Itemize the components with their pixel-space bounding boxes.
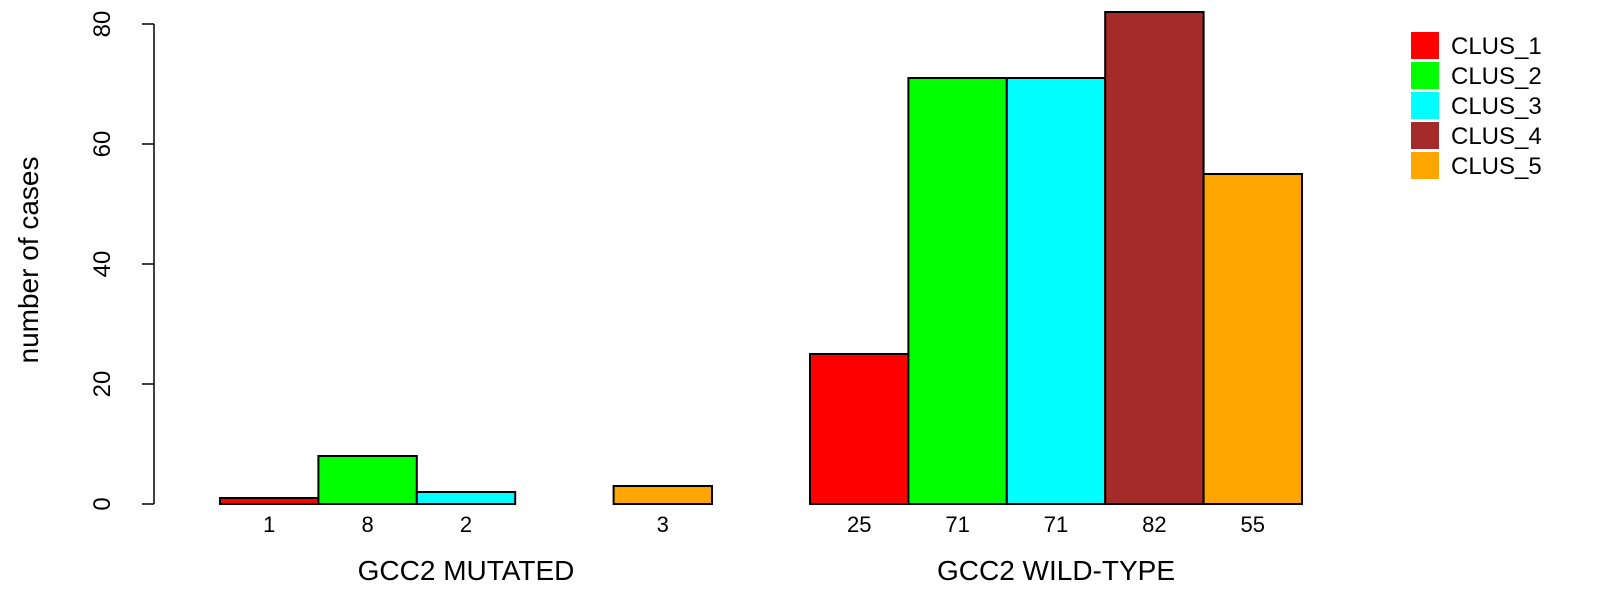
legend-label: CLUS_2 bbox=[1451, 63, 1542, 90]
legend-label: CLUS_1 bbox=[1451, 33, 1542, 60]
bar-value-label: 1 bbox=[263, 512, 275, 537]
y-axis-label: number of cases bbox=[13, 157, 44, 364]
bar-value-label: 3 bbox=[657, 512, 669, 537]
legend-swatch bbox=[1411, 152, 1439, 179]
bar bbox=[1104, 11, 1205, 505]
bar bbox=[317, 455, 418, 505]
bar bbox=[612, 485, 713, 505]
y-tick-label: 40 bbox=[89, 251, 116, 278]
bar bbox=[907, 77, 1008, 505]
bar-value-label: 71 bbox=[1044, 512, 1068, 537]
value-labels: 1 8 2 3 25 71 71 82 55 bbox=[263, 512, 1265, 537]
bar-value-label: 55 bbox=[1241, 512, 1265, 537]
legend-swatch bbox=[1411, 92, 1439, 119]
bar bbox=[809, 353, 910, 505]
legend-label: CLUS_5 bbox=[1451, 153, 1542, 180]
legend-swatch bbox=[1411, 32, 1439, 59]
legend: CLUS_1 CLUS_2 CLUS_3 CLUS_4 CLUS_5 bbox=[1411, 32, 1542, 180]
y-tick-label: 20 bbox=[89, 371, 116, 398]
group-label: GCC2 WILD-TYPE bbox=[937, 555, 1175, 586]
bar-value-label: 71 bbox=[945, 512, 969, 537]
bar bbox=[415, 491, 517, 505]
legend-label: CLUS_3 bbox=[1451, 93, 1542, 120]
y-tick-label: 60 bbox=[89, 131, 116, 158]
legend-swatch bbox=[1411, 122, 1439, 149]
legend-label: CLUS_4 bbox=[1451, 123, 1542, 150]
bar bbox=[1202, 173, 1303, 505]
bar-value-label: 25 bbox=[847, 512, 871, 537]
y-tick-label: 80 bbox=[89, 11, 116, 38]
legend-swatch bbox=[1411, 62, 1439, 89]
y-axis: 0 20 40 60 80 bbox=[89, 11, 155, 511]
bar bbox=[219, 497, 320, 505]
bars bbox=[219, 11, 1303, 505]
bar-value-label: 8 bbox=[361, 512, 373, 537]
y-tick-label: 0 bbox=[89, 497, 116, 510]
bar-value-label: 82 bbox=[1142, 512, 1166, 537]
bar bbox=[1005, 77, 1107, 505]
bar-value-label: 2 bbox=[460, 512, 472, 537]
group-labels: GCC2 MUTATED GCC2 WILD-TYPE bbox=[358, 555, 1175, 586]
group-label: GCC2 MUTATED bbox=[358, 555, 575, 586]
